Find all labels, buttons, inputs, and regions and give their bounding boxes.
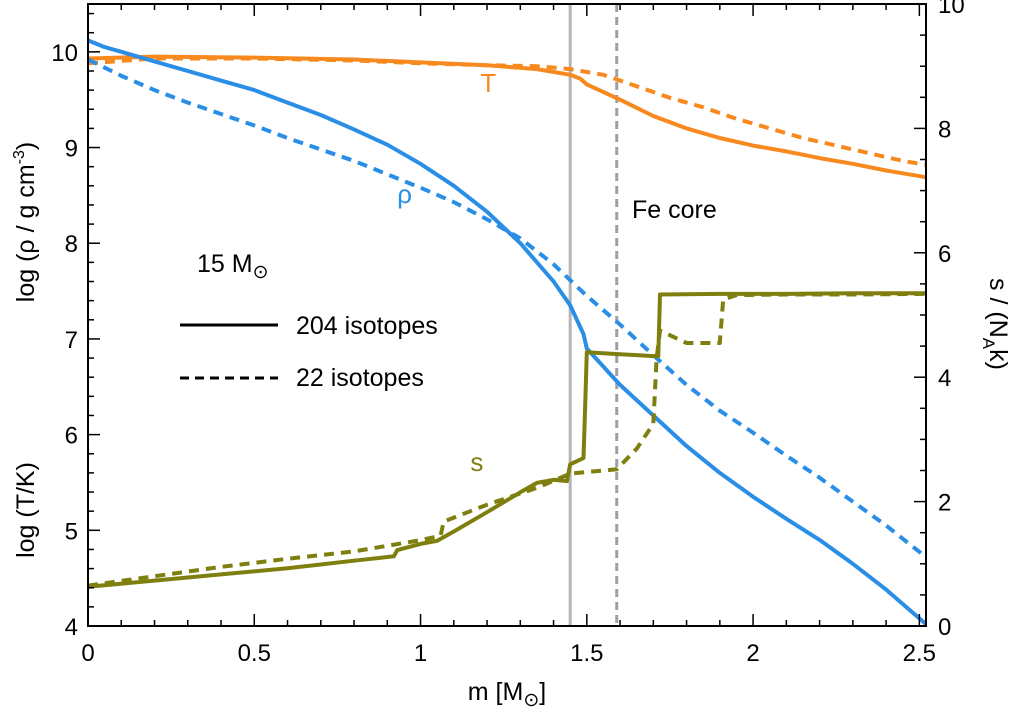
series-rho-dashed	[87, 57, 928, 559]
x-tick-label: 2.5	[903, 640, 936, 667]
y-left-label-density: log (ρ / g cm-3)	[11, 142, 40, 302]
y-right-tick-label: 2	[938, 490, 951, 517]
series-rho-solid	[87, 38, 928, 626]
x-tick-label: 0	[81, 640, 94, 667]
curve-label-temperature: T	[480, 68, 496, 98]
legend-label-204-isotopes: 204 isotopes	[296, 312, 438, 340]
y-right-tick-label: 0	[938, 614, 951, 641]
y-left-tick-label: 10	[51, 40, 78, 67]
y-left-tick-label: 9	[65, 136, 78, 163]
x-axis-label: m [M⊙]	[468, 678, 546, 711]
tick-labels: 0 0.5 1 1.5 2 2.5 4 5 6 7 8 9 10 0 2 4 6 8 10	[51, 0, 964, 667]
curve-label-entropy: s	[470, 447, 483, 477]
y-left-tick-label: 6	[65, 423, 78, 450]
series-lines	[87, 4, 928, 626]
y-right-tick-label: 10	[938, 0, 965, 19]
y-right-label-entropy: s / (NAk)	[979, 278, 1009, 370]
legend-label-22-isotopes: 22 isotopes	[296, 364, 424, 392]
series-T-solid	[87, 54, 927, 180]
y-right-tick-label: 6	[938, 241, 951, 268]
x-tick-label: 1.5	[570, 640, 603, 667]
series-s-dashed	[87, 291, 927, 588]
axis-ticks	[87, 3, 926, 627]
x-tick-label: 1	[414, 640, 427, 667]
curve-label-density: ρ	[397, 179, 412, 209]
y-right-tick-label: 8	[938, 116, 951, 143]
series-s-solid	[87, 291, 926, 589]
series-T-dashed	[87, 56, 927, 167]
x-tick-label: 0.5	[238, 640, 271, 667]
y-left-tick-label: 8	[65, 231, 78, 258]
y-left-tick-label: 7	[65, 327, 78, 354]
x-tick-label: 2	[746, 640, 759, 667]
y-left-label-temperature: log (T/K)	[12, 462, 40, 558]
y-left-tick-label: 5	[65, 518, 78, 545]
stellar-mass-label: 15 M⊙	[197, 250, 269, 283]
y-right-tick-label: 4	[938, 365, 951, 392]
y-left-tick-label: 4	[65, 614, 78, 641]
fe-core-label: Fe core	[632, 196, 717, 224]
plot-frame	[87, 3, 927, 627]
legend: 204 isotopes 22 isotopes	[180, 312, 438, 392]
